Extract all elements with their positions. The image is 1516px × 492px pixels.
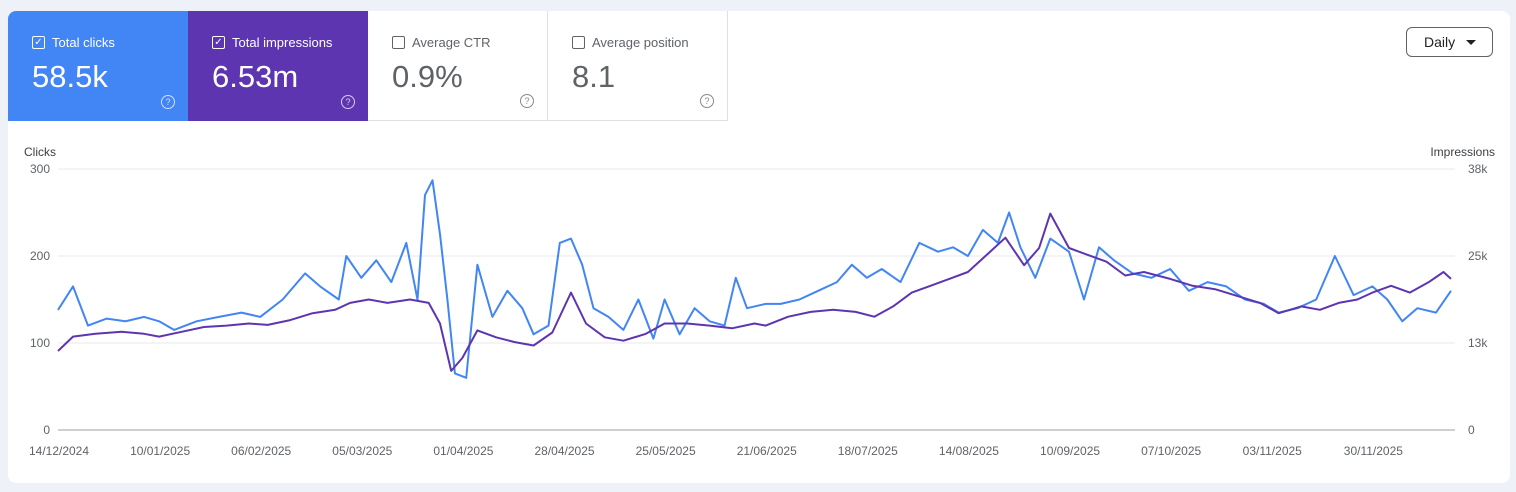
metric-label: Total impressions [232, 35, 333, 50]
help-circle-icon[interactable]: ? [161, 95, 175, 109]
y-tick-label: 0 [43, 423, 50, 437]
x-tick-label: 06/02/2025 [231, 444, 291, 458]
impressions-line [57, 212, 1452, 372]
metric-tiles: ✓ Total clicks 58.5k ? ✓ Total impressio… [8, 11, 728, 121]
y2-tick-label: 38k [1468, 162, 1488, 176]
granularity-dropdown[interactable]: Daily [1406, 27, 1493, 57]
y-axis-title: Clicks [24, 145, 56, 159]
y2-tick-label: 13k [1468, 336, 1488, 350]
performance-card: ✓ Total clicks 58.5k ? ✓ Total impressio… [8, 11, 1510, 483]
help-circle-icon[interactable]: ? [700, 94, 714, 108]
x-tick-label: 10/01/2025 [130, 444, 190, 458]
metric-label: Total clicks [52, 35, 115, 50]
granularity-label: Daily [1424, 34, 1456, 50]
y-tick-label: 300 [30, 162, 50, 176]
y2-tick-label: 25k [1468, 249, 1488, 263]
help-circle-icon[interactable]: ? [341, 95, 355, 109]
metric-header: Average CTR [392, 35, 491, 50]
x-tick-label: 01/04/2025 [433, 444, 493, 458]
x-tick-label: 05/03/2025 [332, 444, 392, 458]
metric-average-position[interactable]: Average position 8.1 ? [548, 11, 728, 121]
y2-tick-label: 0 [1468, 423, 1475, 437]
y-tick-label: 100 [30, 336, 50, 350]
performance-chart: Clicks Impressions 0 100 200 300 0 13k 25k 38k… [24, 145, 1495, 458]
metric-total-impressions[interactable]: ✓ Total impressions 6.53m ? [188, 11, 368, 121]
y-axis-ticks: 0 100 200 300 [30, 162, 50, 437]
help-circle-icon[interactable]: ? [520, 94, 534, 108]
x-tick-label: 14/12/2024 [29, 444, 89, 458]
metric-value: 8.1 [572, 59, 616, 94]
gridlines [58, 168, 1455, 431]
chevron-down-icon [1466, 40, 1476, 45]
x-tick-label: 03/11/2025 [1243, 444, 1302, 458]
x-tick-label: 14/08/2025 [939, 444, 999, 458]
metric-header: ✓ Total impressions [212, 35, 332, 50]
x-tick-label: 07/10/2025 [1141, 444, 1201, 458]
x-tick-label: 30/11/2025 [1344, 444, 1403, 458]
x-axis-ticks: 14/12/2024 10/01/2025 06/02/2025 05/03/2025… [29, 444, 1403, 458]
metric-header: ✓ Total clicks [32, 35, 115, 50]
metric-value: 58.5k [32, 59, 108, 94]
y2-axis-ticks: 0 13k 25k 38k [1468, 162, 1488, 437]
checkbox-icon[interactable] [572, 36, 585, 49]
metric-average-ctr[interactable]: Average CTR 0.9% ? [368, 11, 548, 121]
series-lines [57, 179, 1452, 379]
metric-value: 6.53m [212, 59, 299, 94]
metric-header: Average position [572, 35, 689, 50]
clicks-line [57, 179, 1452, 379]
checkbox-icon[interactable]: ✓ [32, 36, 45, 49]
x-tick-label: 28/04/2025 [534, 444, 594, 458]
metric-label: Average CTR [412, 35, 491, 50]
y2-axis-title: Impressions [1430, 145, 1495, 159]
x-tick-label: 10/09/2025 [1040, 444, 1100, 458]
x-tick-label: 21/06/2025 [737, 444, 797, 458]
metric-label: Average position [592, 35, 689, 50]
checkbox-icon[interactable]: ✓ [212, 36, 225, 49]
x-tick-label: 18/07/2025 [838, 444, 898, 458]
checkbox-icon[interactable] [392, 36, 405, 49]
metric-value: 0.9% [392, 59, 463, 94]
x-tick-label: 25/05/2025 [636, 444, 696, 458]
y-tick-label: 200 [30, 249, 50, 263]
metric-total-clicks[interactable]: ✓ Total clicks 58.5k ? [8, 11, 188, 121]
